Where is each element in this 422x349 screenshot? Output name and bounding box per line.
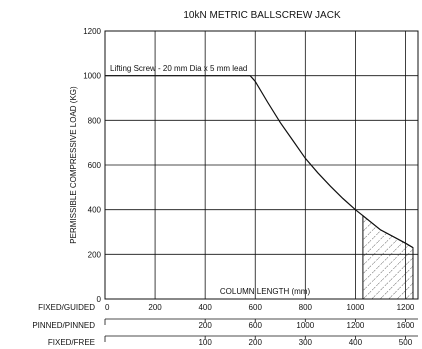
scale-tick-label: 600 [249, 321, 263, 330]
scale-tick-label: 400 [349, 338, 363, 347]
y-tick-label: 600 [88, 161, 102, 170]
y-tick-label: 200 [88, 250, 102, 259]
y-tick-label: 1200 [83, 27, 101, 36]
scale-tick-label: 300 [299, 338, 313, 347]
y-tick-label: 0 [97, 295, 102, 304]
scale-tick-label: 200 [198, 321, 212, 330]
scale-tick-label: 200 [148, 303, 162, 312]
y-axis: 0 200 400 600 800 1000 1200 [83, 27, 101, 304]
scale-tick-label: 400 [198, 303, 212, 312]
end-fixing-scales: FIXED/GUIDED 0 200 400 600 800 1000 1200 PINNED/… [32, 303, 418, 347]
scale-tick-label: 100 [198, 338, 212, 347]
y-tick-label: 1000 [83, 72, 101, 81]
annotation: Lifting Screw - 20 mm Dia x 5 mm lead [110, 64, 247, 73]
scale-label: PINNED/PINNED [32, 321, 95, 330]
scale-tick-label: 1600 [397, 321, 415, 330]
scale-tick-label: 1200 [397, 303, 415, 312]
scale-tick-label: 800 [299, 303, 313, 312]
scale-label: FIXED/FREE [48, 338, 95, 347]
scale-tick-label: 0 [105, 303, 110, 312]
series-line [105, 75, 414, 249]
scale-tick-label: 1000 [296, 321, 314, 330]
plot-frame [104, 30, 419, 300]
scale-label: FIXED/GUIDED [38, 303, 95, 312]
scale-tick-label: 1200 [347, 321, 365, 330]
scale-tick-label: 1000 [347, 303, 365, 312]
y-axis-label: PERMISSIBLE COMPRESSIVE LOAD (KG) [69, 86, 78, 244]
scale-tick-label: 500 [399, 338, 413, 347]
y-tick-label: 800 [88, 116, 102, 125]
series-group [105, 75, 414, 249]
chart-title: 10kN METRIC BALLSCREW JACK [183, 10, 341, 21]
x-axis-label: COLUMN LENGTH (mm) [220, 287, 311, 296]
y-tick-label: 400 [88, 206, 102, 215]
scale-tick-label: 200 [249, 338, 263, 347]
scale-tick-label: 600 [249, 303, 263, 312]
